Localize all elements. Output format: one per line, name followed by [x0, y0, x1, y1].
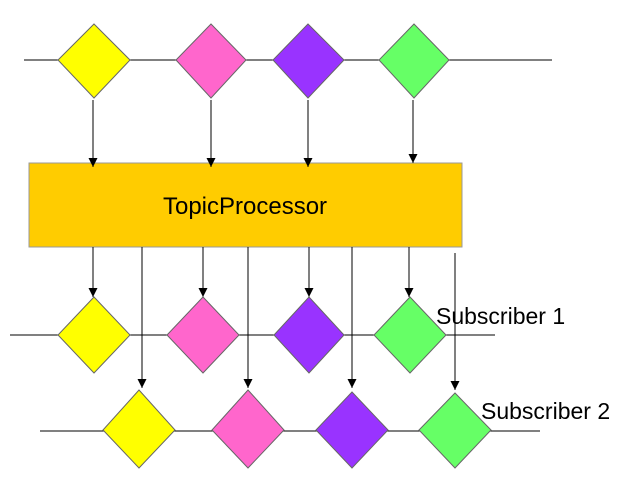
topic-processor-box [28, 162, 463, 248]
published-item-yellow [57, 23, 131, 99]
published-item-green [378, 23, 450, 99]
subscriber-2-item-green [418, 392, 492, 469]
subscriber-2-item-pink [211, 389, 285, 469]
subscriber-2-label: Subscriber 2 [481, 398, 610, 424]
subscriber-1-arrows [88, 247, 414, 297]
input-arrows [88, 100, 418, 167]
subscriber-1-item-purple [273, 296, 345, 374]
published-item-pink [175, 23, 247, 99]
subscriber-1-item-green [373, 296, 447, 374]
subscriber-2-item-yellow [102, 389, 176, 469]
subscriber-1-item-yellow [57, 296, 131, 374]
topic-processor-label: TopicProcessor [163, 193, 327, 220]
subscriber-2-item-purple [315, 391, 389, 469]
subscriber-2-arrows [137, 247, 460, 390]
subscriber-1-items [57, 296, 447, 374]
subscriber-1-item-pink [166, 296, 240, 374]
subscriber-2-items [102, 389, 492, 469]
published-item-purple [272, 23, 345, 99]
subscriber-1-label: Subscriber 1 [436, 303, 565, 329]
publisher-items [57, 23, 450, 99]
